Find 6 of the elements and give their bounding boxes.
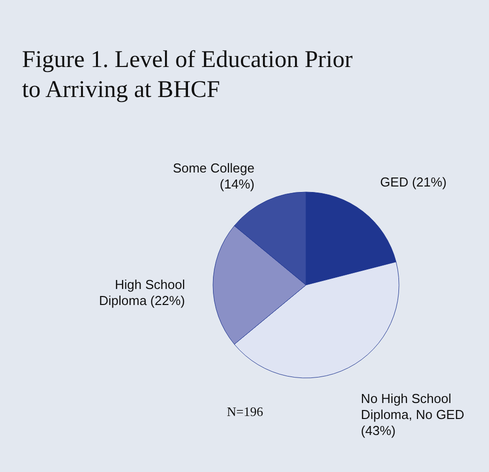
chart-title: Figure 1. Level of Education Prior to Arriving at BHCF (22, 47, 353, 103)
slice-label: No High School Diploma, No GED (43%) (360, 390, 464, 438)
slice-label: High School Diploma (22%) (99, 277, 186, 308)
text: N=196 (226, 404, 264, 419)
slice-label: Some College (14%) (172, 160, 254, 192)
slice-label: GED (21%) (380, 174, 447, 190)
